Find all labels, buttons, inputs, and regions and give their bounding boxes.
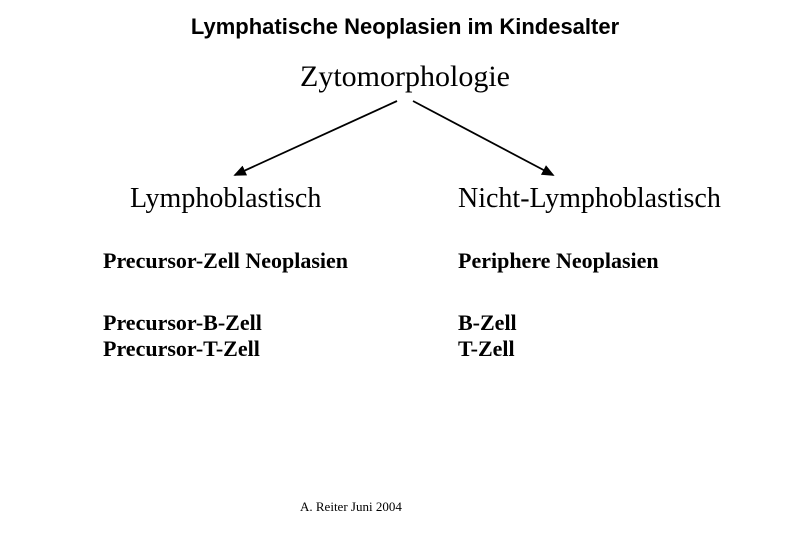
right-branch-heading: Nicht-Lymphoblastisch: [458, 183, 721, 215]
footer-author-date: A. Reiter Juni 2004: [300, 499, 402, 515]
slide-title: Lymphatische Neoplasien im Kindesalter: [0, 14, 810, 40]
right-line-2b: T-Zell: [458, 336, 515, 362]
right-line-1: Periphere Neoplasien: [458, 248, 659, 274]
left-line-2b: Precursor-T-Zell: [103, 336, 260, 362]
left-branch-heading: Lymphoblastisch: [130, 183, 321, 215]
right-line-2a: B-Zell: [458, 310, 517, 336]
slide-subtitle: Zytomorphologie: [0, 60, 810, 94]
left-line-2a: Precursor-B-Zell: [103, 310, 262, 336]
left-line-1: Precursor-Zell Neoplasien: [103, 248, 348, 274]
